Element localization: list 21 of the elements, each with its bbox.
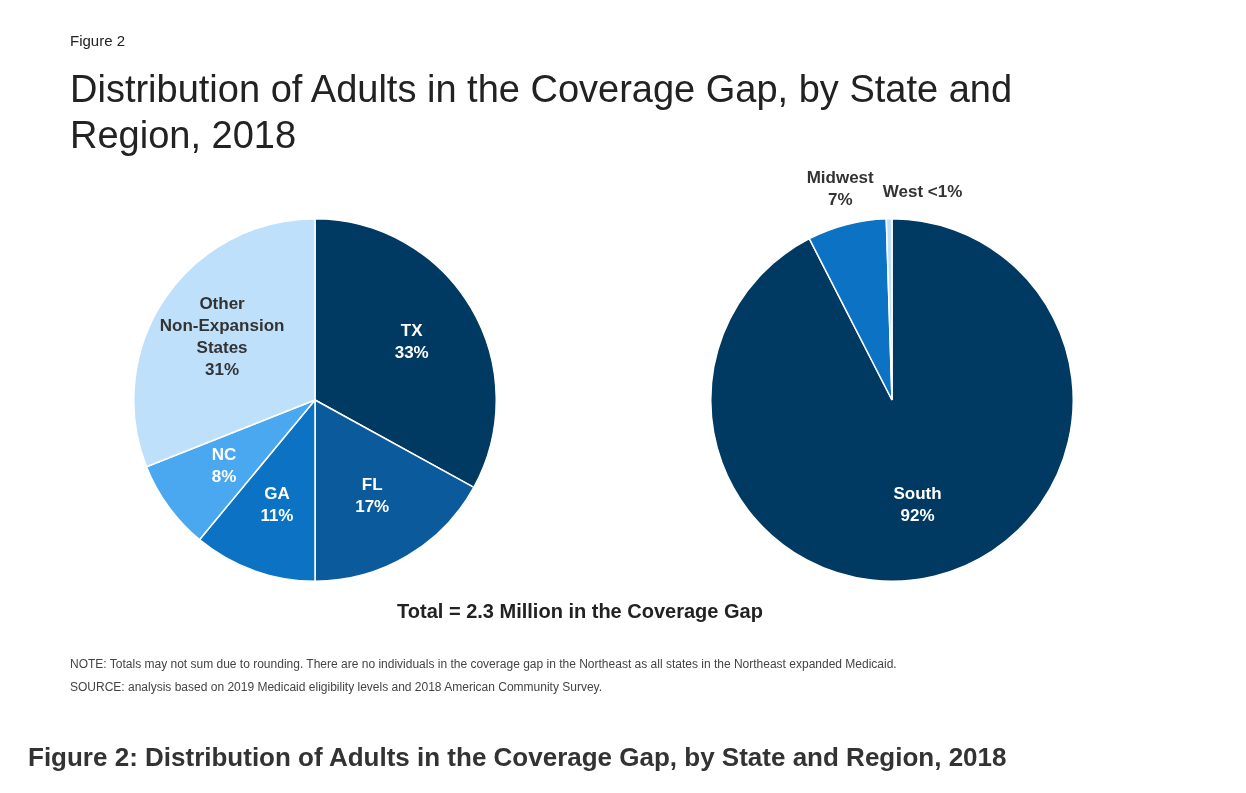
- data-label: 31%: [205, 359, 240, 379]
- data-label: 11%: [260, 506, 294, 526]
- data-label: 7%: [827, 190, 853, 210]
- data-label: 33%: [394, 343, 429, 363]
- data-label: 17%: [355, 497, 390, 517]
- data-label: 8%: [211, 466, 237, 486]
- slice-label: GA: [264, 484, 290, 504]
- slice-label: Other Non-Expansion States: [159, 293, 285, 357]
- text: Total = 2.3 Million in the Coverage Gap: [396, 600, 764, 623]
- slice-label: West <1%: [882, 182, 963, 202]
- caption: Figure 2: Distribution of Adults in the Coverage Gap, by State and Region, 2018: [28, 742, 1007, 773]
- data-label: 92%: [900, 506, 935, 526]
- slice-label: FL: [361, 475, 383, 495]
- slice-label: TX: [400, 321, 424, 341]
- slice-label: South: [893, 484, 942, 504]
- text: NOTE: Totals may not sum due to rounding. There are no individuals in the coverage gap in the Northeast as all states in the Northeast expanded Medicaid.: [70, 657, 897, 671]
- chart-title: Distribution of Adults in the Coverage Gap, by State and Region, 2018: [70, 67, 1014, 158]
- slice-label: NC: [211, 444, 237, 464]
- caption: Figure 2: [70, 32, 126, 49]
- source-note: SOURCE: analysis based on 2019 Medicaid eligibility levels and 2018 American Community Survey.: [70, 680, 603, 694]
- slice-label: Midwest: [806, 168, 875, 188]
